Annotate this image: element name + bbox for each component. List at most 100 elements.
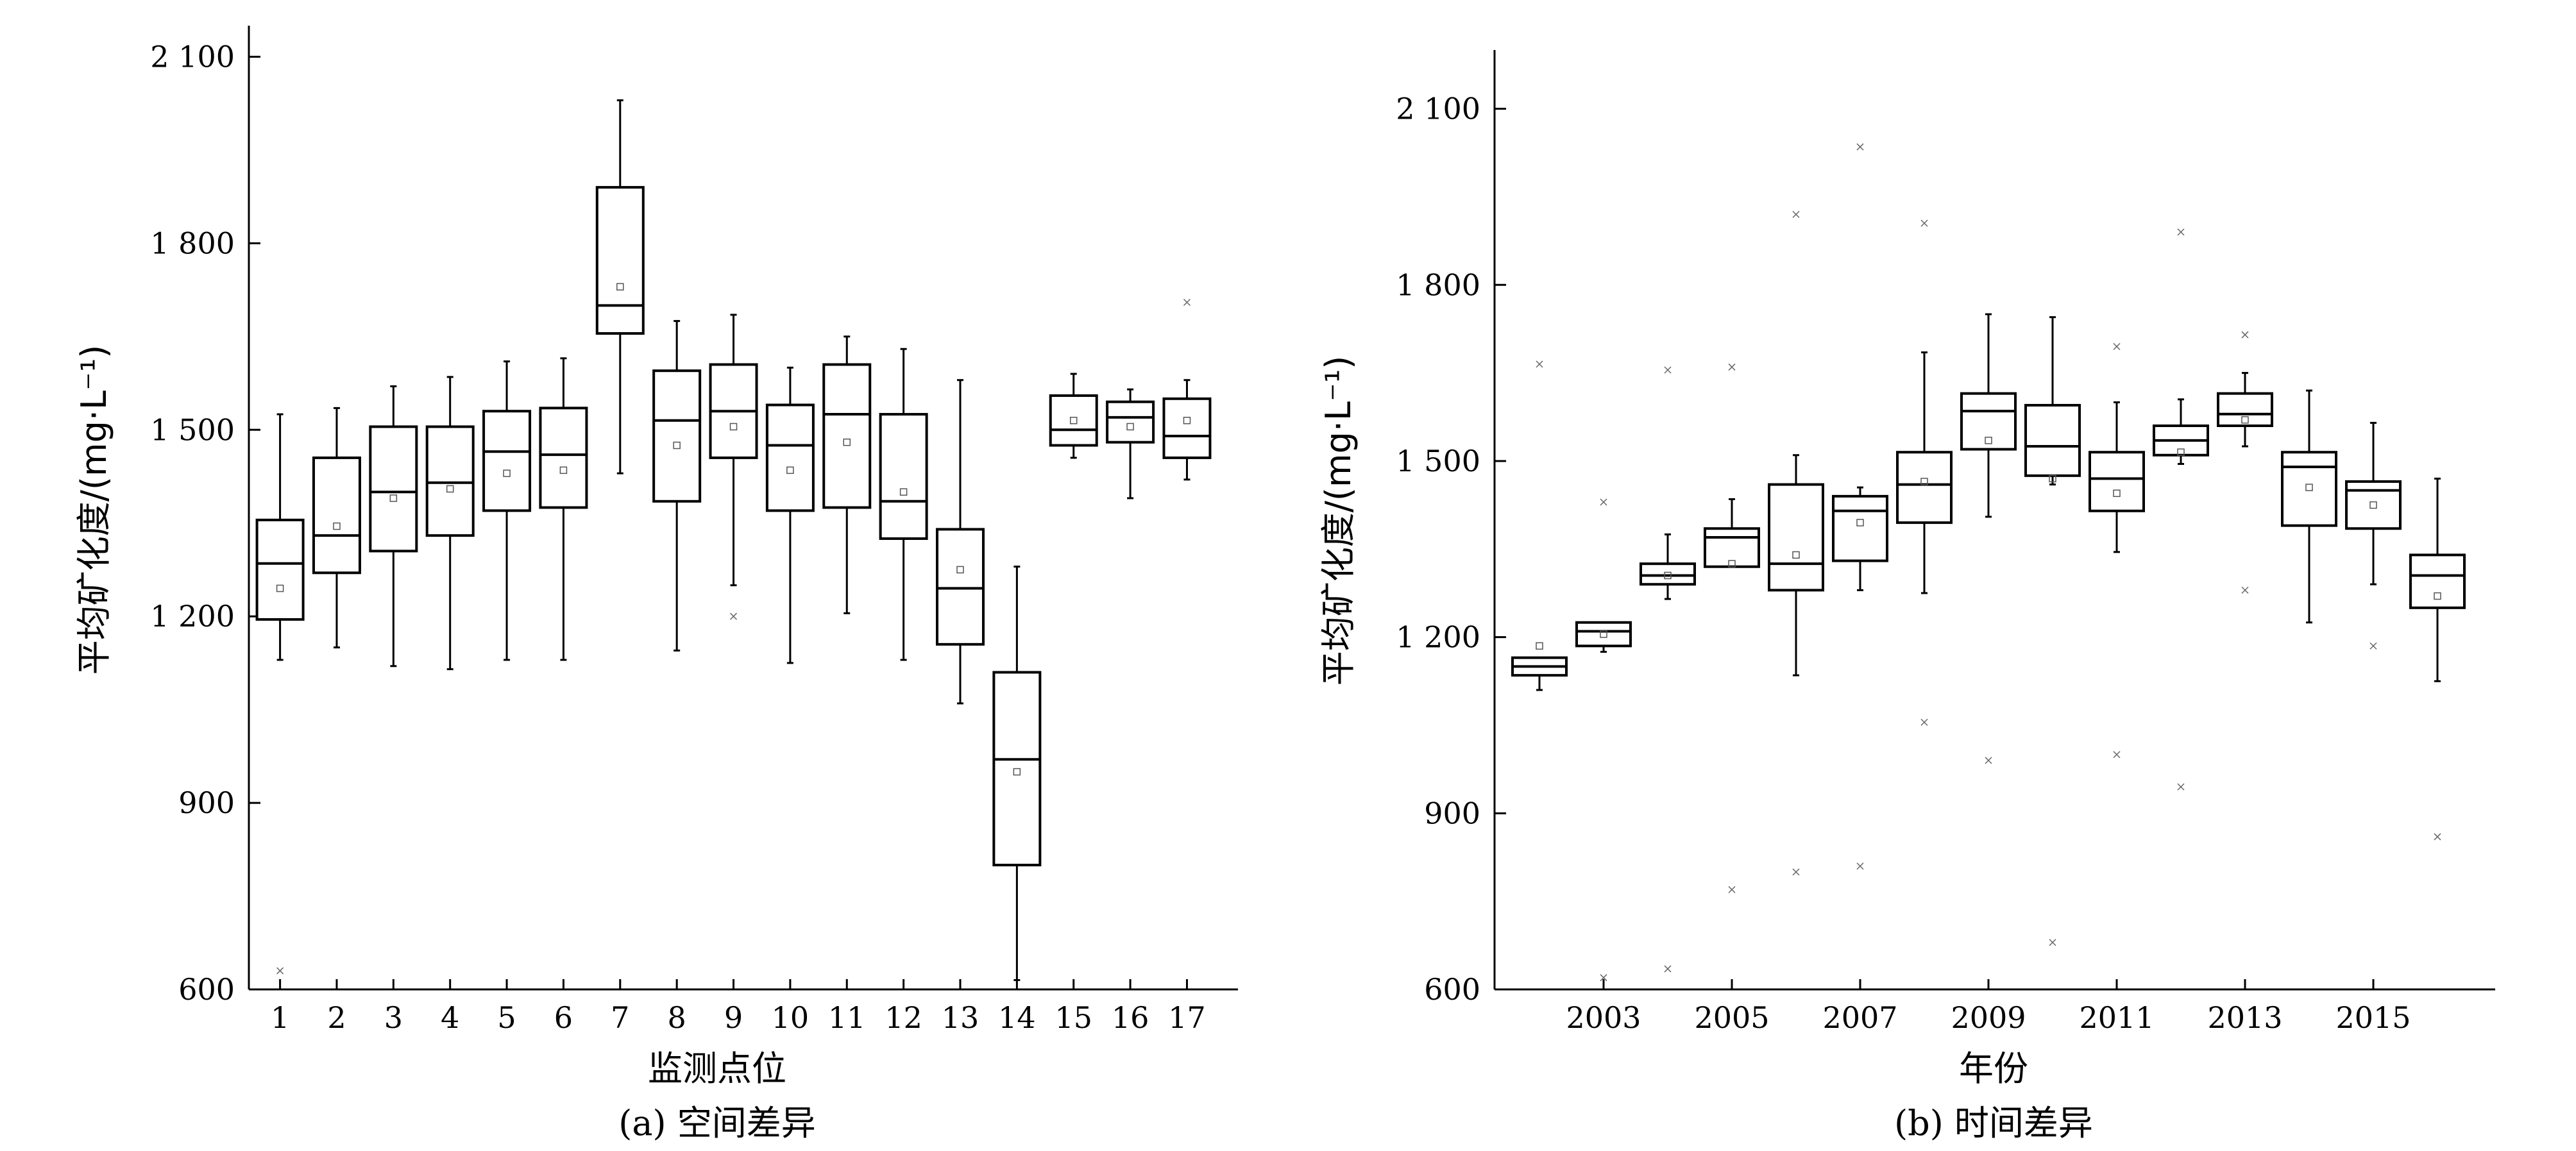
box-plot-11 (822, 335, 872, 614)
y-tick-label: 600 (178, 972, 235, 1007)
panel-a-y-ticks: 600 900 1 200 1 500 1 800 2 100 (150, 39, 260, 1007)
outlier-marker (1728, 886, 1736, 893)
box-plot-2010 (2024, 316, 2081, 946)
outlier-marker (1664, 965, 1672, 973)
mean-marker (1985, 437, 1992, 444)
mean-marker (1600, 630, 1607, 638)
iqr-box (1896, 451, 1953, 525)
x-tick-label: 2011 (2079, 1000, 2154, 1035)
x-tick-label: 2009 (1951, 1000, 2026, 1035)
outlier-marker (2241, 331, 2249, 339)
mean-marker (446, 485, 454, 493)
mean-marker (1069, 416, 1078, 424)
iqr-box (2281, 451, 2337, 527)
x-tick-label: 3 (384, 1000, 403, 1035)
box-plot-6 (539, 357, 588, 661)
iqr-box (765, 403, 815, 512)
box-plot-15 (1049, 373, 1098, 459)
iqr-box (652, 369, 702, 503)
outlier-marker (2369, 642, 2377, 650)
mean-marker (1792, 551, 1800, 559)
iqr-box (1768, 483, 1824, 592)
mean-marker (1126, 423, 1134, 431)
outlier-marker (1600, 498, 1607, 506)
panel-a-boxes (255, 99, 1212, 981)
box-plot-3 (369, 385, 418, 668)
x-tick-label: 1 (271, 1000, 289, 1035)
iqr-box (879, 413, 928, 540)
mean-marker (899, 488, 908, 496)
mean-marker (503, 469, 511, 477)
box-plot-9 (709, 314, 758, 620)
box-plot-16 (1106, 388, 1155, 500)
mean-marker (843, 438, 851, 446)
mean-marker (956, 566, 964, 574)
mean-marker (2305, 483, 2313, 491)
mean-marker (559, 466, 568, 475)
box-plot-8 (652, 320, 702, 652)
outlier-marker (1792, 868, 1800, 876)
iqr-box (2089, 451, 2145, 512)
iqr-box (539, 407, 588, 509)
mean-marker (1536, 642, 1543, 650)
outlier-marker (276, 967, 284, 975)
iqr-box (1049, 394, 1098, 447)
box-plot-2011 (2089, 342, 2145, 759)
mean-marker (729, 423, 738, 431)
outlier-marker (1728, 363, 1736, 371)
y-tick-label: 1 200 (150, 599, 235, 634)
x-tick-label: 13 (942, 1000, 979, 1035)
panel-b-x-axis-title: 年份 (1959, 1048, 2028, 1089)
mean-marker (2434, 592, 2441, 600)
box-plot-2013 (2217, 331, 2273, 594)
x-tick-label: 9 (724, 1000, 743, 1035)
outlier-marker (1856, 862, 1864, 870)
iqr-box (312, 456, 361, 575)
outlier-marker (1856, 143, 1864, 151)
y-tick-label: 1 800 (1396, 267, 1480, 302)
mean-marker (1856, 519, 1864, 526)
x-tick-label: 5 (497, 1000, 516, 1035)
panel-a-x-axis-title: 监测点位 (648, 1048, 786, 1089)
x-tick-label: 2015 (2335, 1000, 2411, 1035)
y-tick-label: 1 800 (150, 226, 235, 260)
outlier-marker (1920, 219, 1928, 227)
x-tick-label: 2013 (2207, 1000, 2282, 1035)
x-tick-label: 7 (611, 1000, 629, 1035)
panel-b-boxes (1511, 143, 2466, 982)
y-tick-label: 1 200 (1396, 620, 1480, 655)
mean-marker (389, 494, 398, 502)
iqr-box (1960, 392, 2017, 451)
x-tick-label: 8 (668, 1000, 686, 1035)
iqr-box (255, 518, 305, 621)
mean-marker (2241, 416, 2249, 424)
iqr-box (2409, 553, 2466, 609)
x-tick-label: 16 (1112, 1000, 1149, 1035)
y-tick-label: 2 100 (1396, 92, 1480, 126)
x-tick-label: 14 (998, 1000, 1036, 1035)
y-tick-label: 1 500 (1396, 444, 1480, 478)
x-tick-label: 6 (554, 1000, 573, 1035)
x-tick-label: 11 (828, 1000, 866, 1035)
box-plot-14 (992, 566, 1042, 981)
outlier-marker (1985, 757, 1992, 764)
iqr-box (595, 186, 645, 335)
box-plot-7 (595, 99, 645, 475)
iqr-box (1832, 494, 1888, 562)
y-tick-label: 1 500 (150, 412, 235, 447)
box-plot-2012 (2153, 228, 2209, 791)
outlier-marker (2177, 783, 2185, 791)
x-tick-label: 17 (1168, 1000, 1206, 1035)
panel-b-y-axis-title: 平均矿化度/(mg·L⁻¹) (1318, 356, 1359, 686)
outlier-marker (2113, 342, 2121, 350)
box-plot-17 (1162, 298, 1212, 481)
outlier-marker (1183, 298, 1191, 307)
y-tick-label: 2 100 (150, 39, 235, 74)
box-plot-2007 (1832, 143, 1888, 870)
outlier-marker (2113, 751, 2121, 759)
box-plot-4 (425, 376, 475, 671)
mean-marker (2177, 448, 2185, 456)
box-plot-12 (879, 348, 928, 661)
mean-marker (2113, 489, 2121, 498)
